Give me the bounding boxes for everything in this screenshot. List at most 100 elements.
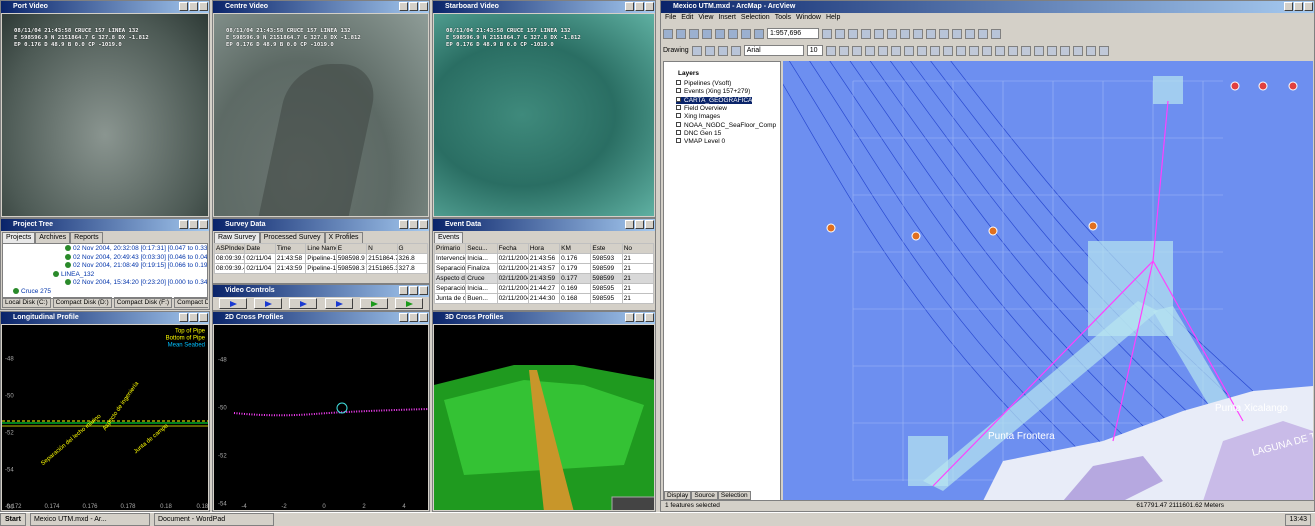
table-row[interactable]: IntervenciónInicia...02/11/200421:43:560… (434, 253, 654, 264)
column-header[interactable]: ASPIndex (214, 243, 246, 254)
toc-tab[interactable]: Selection (717, 491, 751, 500)
window-button[interactable] (199, 313, 208, 322)
tool-button[interactable] (689, 28, 699, 39)
tool-button[interactable] (903, 45, 914, 56)
column-header[interactable]: Fecha (496, 243, 529, 254)
tree-item[interactable]: 02 Nov 2004, 20:49:43 [0:03:30] [0.046 t… (65, 254, 207, 261)
control-button[interactable] (395, 298, 424, 309)
window-button[interactable] (1294, 2, 1303, 11)
tool-button[interactable] (955, 45, 966, 56)
tool-button[interactable] (913, 28, 923, 39)
size-box[interactable]: 10 (806, 45, 823, 56)
tool-button[interactable] (1059, 45, 1070, 56)
tool-button[interactable] (952, 28, 962, 39)
window-button[interactable] (399, 220, 408, 229)
window-button[interactable] (179, 2, 188, 11)
tree-item[interactable]: 02 Nov 2004, 20:32:08 [0:17:31] [0.047 t… (65, 245, 207, 252)
column-header[interactable]: E (335, 243, 368, 254)
tool-button[interactable] (1046, 45, 1057, 56)
layer-item[interactable]: NOAA_NGDC_SeaFloor_Comp (676, 121, 776, 129)
tool-button[interactable] (874, 28, 884, 39)
tool-button[interactable] (730, 45, 741, 56)
window-button[interactable] (419, 220, 428, 229)
control-button[interactable] (218, 298, 247, 309)
column-header[interactable]: Primario (434, 243, 467, 254)
tool-button[interactable] (1072, 45, 1083, 56)
window-button[interactable] (1304, 2, 1313, 11)
layer-item[interactable]: CARTA_GEOGRAFICA (676, 96, 753, 104)
tool-button[interactable] (942, 45, 953, 56)
tab[interactable]: Projects (2, 232, 36, 243)
window-button[interactable] (635, 313, 644, 322)
tab[interactable]: Archives (35, 232, 71, 243)
window-button[interactable] (635, 220, 644, 229)
window-button[interactable] (645, 2, 654, 11)
task-button[interactable]: Mexico UTM.mxd - Ar... (29, 513, 150, 526)
tool-button[interactable] (822, 28, 832, 39)
tool-button[interactable] (864, 45, 875, 56)
menu-item[interactable]: Window (796, 14, 821, 21)
table-row[interactable]: 08:09:39.502/11/0421:43:58Pipeline-13259… (214, 253, 428, 264)
toc-tab[interactable]: Display (664, 491, 692, 500)
window-button[interactable] (625, 2, 634, 11)
column-header[interactable]: Este (590, 243, 623, 254)
menu-item[interactable]: Tools (774, 14, 792, 21)
tool-button[interactable] (741, 28, 751, 39)
start-button[interactable]: Start (0, 513, 26, 526)
menu-item[interactable]: View (698, 14, 714, 21)
tool-button[interactable] (916, 45, 927, 56)
tool-button[interactable] (715, 28, 725, 39)
table-row[interactable]: Separación del lecho...Inicia...02/11/20… (434, 283, 654, 294)
menu-item[interactable]: File (665, 14, 677, 21)
menu-item[interactable]: Edit (681, 14, 694, 21)
tool-button[interactable] (994, 45, 1005, 56)
window-button[interactable] (1284, 2, 1293, 11)
window-button[interactable] (409, 2, 418, 11)
toc-tab[interactable]: Source (691, 491, 718, 500)
window-button[interactable] (399, 286, 408, 295)
tool-button[interactable] (965, 28, 975, 39)
window-button[interactable] (635, 2, 644, 11)
tool-button[interactable] (861, 28, 871, 39)
menu-item[interactable]: Selection (740, 14, 770, 21)
tab[interactable]: Processed Survey (259, 232, 325, 243)
tool-button[interactable] (926, 28, 936, 39)
task-button[interactable]: Document - WordPad (153, 513, 274, 526)
column-header[interactable]: No (621, 243, 654, 254)
toc-root[interactable]: Layers (678, 70, 699, 77)
tool-button[interactable] (851, 45, 862, 56)
tool-button[interactable] (838, 45, 849, 56)
layer-item[interactable]: Xing Images (676, 113, 720, 120)
tool-button[interactable] (887, 28, 897, 39)
window-button[interactable] (419, 2, 428, 11)
tool-button[interactable] (691, 45, 702, 56)
tool-button[interactable] (676, 28, 686, 39)
drawing-menu[interactable]: Drawing (663, 47, 689, 54)
tool-button[interactable] (702, 28, 712, 39)
tool-button[interactable] (825, 45, 836, 56)
table-row[interactable]: Junta de campoBuen...02/11/200421:44:300… (434, 293, 654, 304)
tool-button[interactable] (1085, 45, 1096, 56)
tool-button[interactable] (978, 28, 988, 39)
window-button[interactable] (189, 313, 198, 322)
tool-button[interactable] (890, 45, 901, 56)
tool-button[interactable] (929, 45, 940, 56)
column-header[interactable]: Date (244, 243, 276, 254)
scale-box[interactable]: 1:957,696 (767, 28, 819, 39)
tool-button[interactable] (939, 28, 949, 39)
control-button[interactable] (253, 298, 282, 309)
column-header[interactable]: KM (559, 243, 592, 254)
tree-item[interactable]: 02 Nov 2004, 21:08:49 [0:19:15] [0.066 t… (65, 262, 207, 269)
window-button[interactable] (179, 220, 188, 229)
drive-tab[interactable]: Compact Disk (F:) (113, 297, 173, 308)
tool-button[interactable] (717, 45, 728, 56)
tool-button[interactable] (1007, 45, 1018, 56)
window-button[interactable] (179, 313, 188, 322)
tool-button[interactable] (728, 28, 738, 39)
column-header[interactable]: Time (274, 243, 307, 254)
control-button[interactable] (289, 298, 318, 309)
window-button[interactable] (625, 313, 634, 322)
tab[interactable]: Events (434, 232, 464, 243)
layer-item[interactable]: Field Overview (676, 104, 727, 112)
